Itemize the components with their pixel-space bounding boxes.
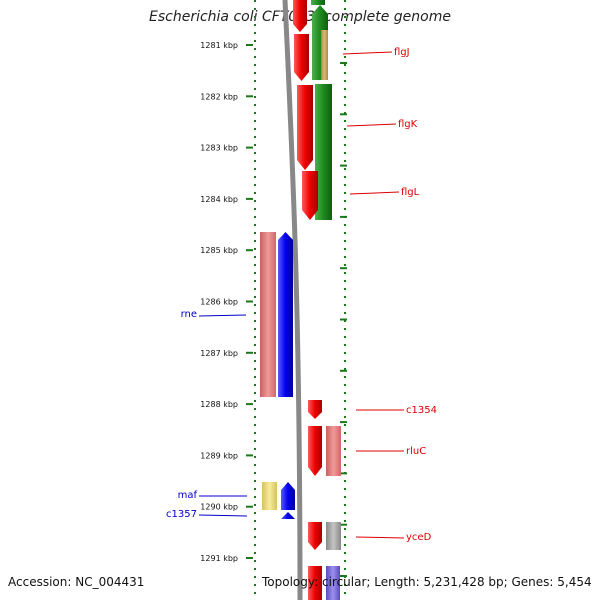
- ruler-ticks: 1281 kbp 1282 kbp 1283 kbp 1284 kbp 1285 kbp…: [200, 41, 347, 577]
- ruler-tick-label: 1291 kbp: [200, 554, 238, 563]
- label-rluC[interactable]: rluC: [406, 446, 426, 457]
- ruler-tick-label: 1283 kbp: [200, 144, 238, 153]
- gene-red-1: [294, 34, 309, 81]
- connector-yceD: [355, 536, 405, 539]
- connector-flgJ: [342, 51, 393, 55]
- gene-rne-pink: [260, 232, 276, 397]
- label-flgK[interactable]: flgK: [398, 119, 418, 130]
- label-flgL[interactable]: flgL: [401, 187, 420, 198]
- genome-summary-text: Topology: circular; Length: 5,231,428 bp…: [262, 575, 592, 589]
- ruler-tick-label: 1284 kbp: [200, 195, 238, 204]
- gene-c1354: [308, 400, 322, 419]
- label-c1357[interactable]: c1357: [166, 509, 197, 520]
- gene-partial-bottom-red: [308, 566, 322, 600]
- gene-red-3: [302, 171, 318, 220]
- connector-rne: [198, 314, 247, 317]
- label-c1354[interactable]: c1354: [406, 405, 437, 416]
- gene-flgK-green: [315, 84, 332, 220]
- gene-c1357-blue: [281, 512, 295, 519]
- gene-yceD-red: [308, 522, 322, 550]
- label-yceD[interactable]: yceD: [406, 532, 432, 543]
- gene-maf-yellow: [262, 482, 277, 510]
- gene-rluC-red: [308, 426, 322, 476]
- ruler-tick-label: 1285 kbp: [200, 246, 238, 255]
- gene-partial-top-green: [311, 0, 325, 5]
- gene-rluC-pink: [326, 426, 341, 476]
- genome-backbone: [282, 0, 303, 600]
- ruler-tick-label: 1286 kbp: [200, 298, 238, 307]
- gene-flgJ-tan: [321, 30, 328, 80]
- label-maf[interactable]: maf: [178, 490, 198, 501]
- gene-red-2: [297, 85, 313, 170]
- gene-partial-bottom-violet: [326, 566, 340, 600]
- ruler-tick-label: 1287 kbp: [200, 349, 238, 358]
- accession-text: Accession: NC_004431: [8, 575, 145, 589]
- gene-rne-blue: [278, 232, 293, 397]
- ruler-tick-label: 1289 kbp: [200, 451, 238, 460]
- label-flgJ[interactable]: flgJ: [394, 47, 410, 58]
- gene-partial-top-red: [293, 0, 307, 32]
- connector-flgK: [346, 123, 397, 127]
- gene-maf-blue: [281, 482, 295, 510]
- ruler-tick-label: 1281 kbp: [200, 41, 238, 50]
- gene-yceD-gray: [326, 522, 341, 550]
- label-rne[interactable]: rne: [181, 309, 197, 320]
- connector-flgL: [349, 191, 400, 195]
- ruler-tick-label: 1282 kbp: [200, 92, 238, 101]
- ruler-tick-label: 1288 kbp: [200, 400, 238, 409]
- connector-c1357: [198, 514, 248, 517]
- ruler-tick-label: 1290 kbp: [200, 503, 238, 512]
